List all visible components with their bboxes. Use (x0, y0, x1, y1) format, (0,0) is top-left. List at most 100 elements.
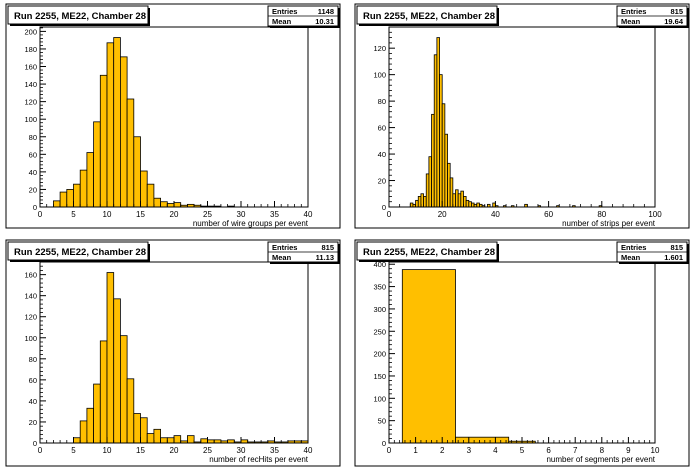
y-tick-label: 0 (33, 439, 37, 448)
stats-mean-label: Mean (272, 253, 292, 262)
histogram-bar (113, 298, 121, 444)
x-tick-label: 7 (573, 446, 578, 455)
y-tick-label: 40 (378, 150, 386, 159)
x-tick-label: 0 (38, 210, 43, 219)
histogram-bars (53, 37, 235, 208)
y-tick-label: 140 (24, 292, 37, 301)
y-tick-label: 120 (373, 44, 386, 53)
x-tick-label: 5 (71, 446, 76, 455)
histogram-bar (173, 202, 182, 208)
histogram-bar (120, 56, 128, 208)
histogram-bar (73, 437, 81, 444)
y-tick-label: 50 (378, 417, 386, 426)
y-tick-label: 0 (382, 439, 386, 448)
stats-entries-label: Entries (621, 243, 646, 252)
y-tick-label: 80 (378, 97, 386, 106)
x-axis-label: number of strips per event (562, 219, 656, 228)
histogram-bar (86, 152, 95, 208)
histogram-bar (99, 340, 108, 444)
histogram-bar (401, 269, 456, 444)
x-tick-label: 4 (493, 446, 498, 455)
y-tick-label: 60 (29, 376, 37, 385)
x-tick-label: 30 (237, 446, 246, 455)
y-tick-label: 200 (373, 350, 386, 359)
x-tick-label: 1 (413, 446, 418, 455)
y-tick-label: 0 (382, 203, 386, 212)
y-tick-label: 300 (373, 305, 386, 314)
histogram-bar (140, 170, 148, 208)
histogram-bar (106, 272, 115, 444)
y-tick-label: 250 (373, 327, 386, 336)
chart-title: Run 2255, ME22, Chamber 28 (14, 247, 146, 258)
title-box (7, 5, 149, 25)
histogram-bar (79, 420, 88, 444)
x-axis-label: number of wire groups per event (193, 219, 309, 228)
chart-title: Run 2255, ME22, Chamber 28 (363, 11, 495, 22)
stats-entries-value: 815 (670, 243, 683, 252)
x-tick-label: 8 (600, 446, 605, 455)
y-tick-label: 20 (29, 185, 37, 194)
x-tick-label: 20 (170, 446, 179, 455)
y-tick-label: 80 (29, 133, 37, 142)
y-tick-label: 40 (29, 397, 37, 406)
stats-mean-label: Mean (272, 17, 292, 26)
histogram-bar (79, 169, 88, 208)
histogram-bar (166, 437, 175, 444)
histogram-panel-2: 0 20 40 60 80 100 0 20 40 60 80 100 120 number of str… (354, 3, 690, 229)
x-tick-label: 100 (648, 210, 662, 219)
title-box (356, 5, 498, 25)
y-tick-label: 160 (24, 63, 37, 72)
histogram-bar (133, 136, 141, 208)
histogram-bar (113, 37, 121, 208)
x-tick-label: 35 (270, 446, 279, 455)
x-tick-label: 0 (38, 446, 43, 455)
y-tick-label: 80 (29, 355, 37, 364)
x-tick-label: 20 (170, 210, 179, 219)
y-tick-label: 400 (373, 260, 386, 269)
stats-entries-value: 1148 (318, 7, 334, 16)
stats-entries-label: Entries (272, 243, 297, 252)
histogram-bar (153, 197, 161, 208)
x-tick-label: 2 (440, 446, 445, 455)
y-tick-label: 60 (378, 124, 386, 133)
panel-frame (354, 3, 690, 229)
stats-mean-value: 1.601 (664, 253, 683, 262)
y-tick-label: 140 (24, 80, 37, 89)
y-tick-label: 160 (24, 271, 37, 280)
histogram-bar (186, 435, 195, 444)
title-box (7, 241, 149, 261)
y-tick-label: 350 (373, 283, 386, 292)
histogram-bar (53, 200, 61, 208)
x-tick-label: 5 (71, 210, 76, 219)
y-tick-label: 60 (29, 150, 37, 159)
histogram-bar (140, 417, 148, 444)
histogram-bar (66, 189, 74, 208)
chart-title: Run 2255, ME22, Chamber 28 (363, 247, 495, 258)
panel-frame (5, 3, 341, 229)
y-tick-label: 0 (33, 203, 37, 212)
y-tick-label: 120 (24, 98, 37, 107)
stats-entries-value: 815 (321, 243, 334, 252)
x-tick-label: 0 (387, 210, 392, 219)
histogram-bar (160, 201, 168, 208)
title-box (356, 241, 498, 261)
histogram-bar (93, 121, 101, 208)
x-tick-label: 15 (136, 210, 145, 219)
y-tick-label: 150 (373, 372, 386, 381)
histogram-bar (166, 203, 175, 208)
histogram-panel-4: 0 1 2 3 4 5 6 7 8 9 10050100150200250300350400numb… (354, 239, 690, 467)
y-tick-label: 20 (29, 418, 37, 427)
histogram-bar (126, 98, 135, 208)
x-tick-label: 3 (467, 446, 472, 455)
x-tick-label: 30 (237, 210, 246, 219)
histogram-bar (133, 413, 141, 444)
y-tick-label: 40 (29, 168, 37, 177)
histogram-bar (59, 191, 68, 208)
x-tick-label: 35 (270, 210, 279, 219)
x-tick-label: 60 (544, 210, 553, 219)
histogram-bar (160, 437, 168, 444)
y-tick-label: 100 (24, 334, 37, 343)
histogram-bar (173, 435, 182, 444)
x-tick-label: 25 (203, 446, 212, 455)
